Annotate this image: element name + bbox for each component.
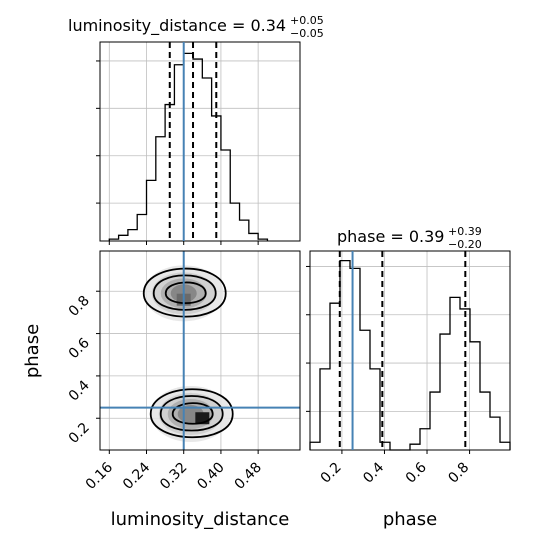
phase-y-tick-label: 0.2 <box>66 420 93 447</box>
lumdist-x-tick-label: 0.40 <box>194 460 227 493</box>
phase-frame <box>309 250 511 451</box>
luminosity-distance-title-sup: +0.05 <box>290 14 324 27</box>
lumdist-x-tick-label: 0.48 <box>232 460 265 493</box>
x-axis-label-luminosity-distance: luminosity_distance <box>111 509 290 530</box>
luminosity-distance-title-sub: −0.05 <box>290 27 324 40</box>
joint-contour-1-0 <box>149 388 234 439</box>
lumdist-x-tick-label: 0.16 <box>83 459 116 492</box>
phase-title-sup: +0.39 <box>448 225 482 238</box>
phase-title-sub: −0.20 <box>448 238 482 251</box>
joint-frame <box>99 250 301 451</box>
x-axis-label-phase: phase <box>383 509 437 530</box>
joint-contour-1-2 <box>171 402 214 425</box>
phase-y-tick-label: 0.4 <box>66 377 93 404</box>
y-axis-label-phase: phase <box>22 324 43 378</box>
lumdist-x-tick-label: 0.32 <box>157 460 190 493</box>
phase-x-tick-label: 0.6 <box>403 459 430 486</box>
phase-y-tick-label: 0.6 <box>66 335 93 362</box>
lumdist-frame <box>99 41 301 242</box>
phase-histogram-panel: 0.2 0.4 0.6 0.8 <box>306 250 511 487</box>
joint-contour-0-2 <box>164 281 207 304</box>
luminosity-distance-histogram-panel <box>96 41 301 245</box>
luminosity-distance-title: luminosity_distance = 0.34 <box>68 16 286 36</box>
phase-y-tick-label: 0.8 <box>66 293 93 320</box>
lumdist-histogram-step <box>108 52 269 241</box>
joint-contour-0-1 <box>152 274 217 311</box>
phase-x-tick-label: 0.4 <box>360 459 387 486</box>
joint-contour-1-1 <box>159 395 224 432</box>
joint-density-panel: 0.16 0.24 0.32 0.40 0.48 0.2 0.4 0.6 0.8 <box>66 250 301 493</box>
joint-contour-0-0 <box>142 267 227 318</box>
lumdist-x-tick-label: 0.24 <box>120 459 153 492</box>
phase-title: phase = 0.39 <box>337 227 444 246</box>
phase-x-tick-label: 0.8 <box>445 460 472 487</box>
phase-x-tick-label: 0.2 <box>318 460 345 487</box>
